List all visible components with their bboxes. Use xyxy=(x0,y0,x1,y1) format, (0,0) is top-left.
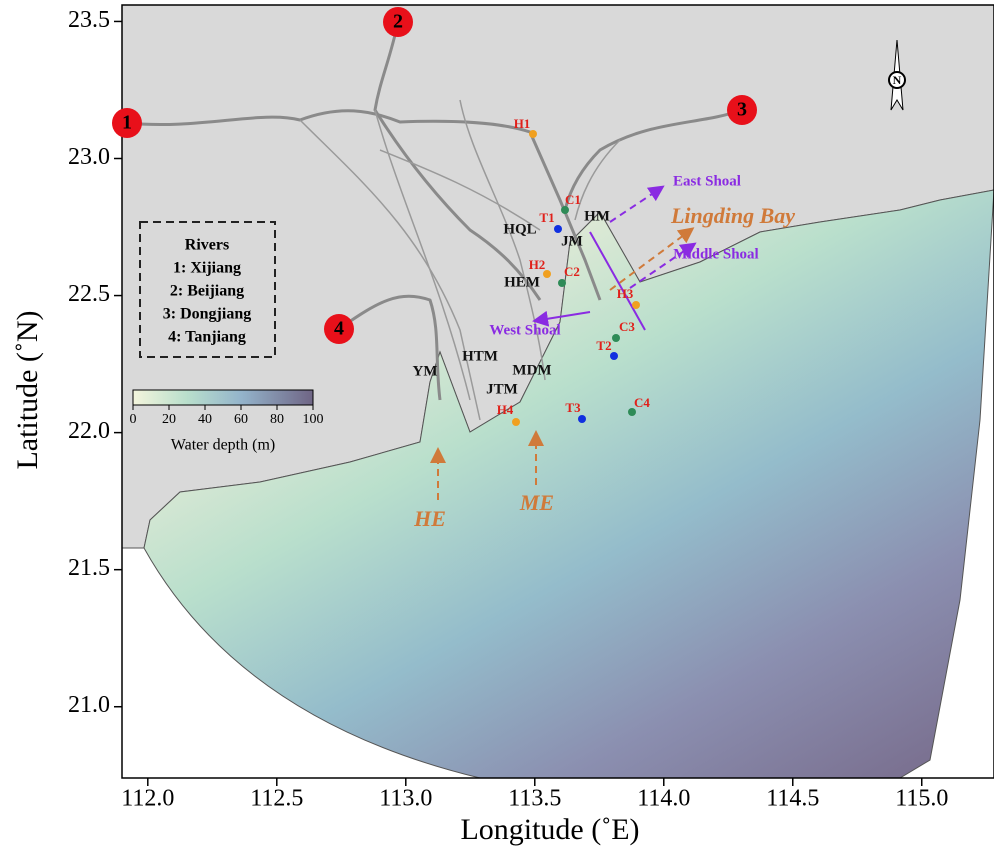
station-dot xyxy=(561,206,569,214)
outlet-label: HM xyxy=(584,208,610,224)
station-dot xyxy=(558,279,566,287)
x-axis-label: Longitude (˚E) xyxy=(460,813,639,846)
y-tick-label: 22.0 xyxy=(68,418,110,444)
colorbar-tick-label: 60 xyxy=(234,412,248,427)
station-label: T2 xyxy=(596,338,611,353)
y-tick-label: 21.5 xyxy=(68,555,110,581)
marker-label: 4 xyxy=(334,318,344,340)
colorbar xyxy=(133,390,313,405)
region-label: West Shoal xyxy=(489,322,560,338)
legend-item: 1: Xijiang xyxy=(173,260,241,277)
x-tick-label: 112.5 xyxy=(250,786,303,812)
y-tick-label: 23.0 xyxy=(68,144,110,170)
region-label: East Shoal xyxy=(673,173,741,189)
region-label: Lingding Bay xyxy=(670,203,795,228)
north-label: N xyxy=(893,73,902,87)
marker-label: 1 xyxy=(122,112,132,134)
outlet-label: JM xyxy=(561,233,583,249)
legend-item: 2: Beijiang xyxy=(170,283,244,300)
outlet-label: YM xyxy=(413,363,438,379)
colorbar-tick-label: 40 xyxy=(198,412,212,427)
x-tick-label: 114.5 xyxy=(766,786,819,812)
region-label: HE xyxy=(413,506,446,531)
legend-item: 3: Dongjiang xyxy=(163,306,251,323)
station-label: C4 xyxy=(634,395,650,410)
y-tick-label: 22.5 xyxy=(68,281,110,307)
station-dot xyxy=(612,334,620,342)
station-dot xyxy=(512,418,520,426)
marker-label: 2 xyxy=(393,11,403,33)
station-label: H3 xyxy=(617,286,634,301)
station-dot xyxy=(554,225,562,233)
station-label: H4 xyxy=(497,402,514,417)
station-label: C2 xyxy=(564,264,580,279)
x-tick-label: 115.0 xyxy=(895,786,948,812)
region-label: ME xyxy=(519,490,554,515)
x-tick-label: 113.5 xyxy=(508,786,561,812)
station-label: T3 xyxy=(565,400,581,415)
x-tick-label: 112.0 xyxy=(121,786,174,812)
station-label: H2 xyxy=(529,257,546,272)
colorbar-tick-label: 0 xyxy=(130,412,137,427)
colorbar-tick-label: 100 xyxy=(303,412,324,427)
station-label: H1 xyxy=(514,116,531,131)
outlet-label: JTM xyxy=(486,381,518,397)
colorbar-label: Water depth (m) xyxy=(171,437,275,454)
colorbar-tick-label: 20 xyxy=(162,412,176,427)
x-tick-label: 114.0 xyxy=(637,786,690,812)
outlet-label: HQL xyxy=(503,221,536,237)
outlet-label: MDM xyxy=(512,362,551,378)
station-dot xyxy=(578,415,586,423)
station-dot xyxy=(610,352,618,360)
outlet-label: HTM xyxy=(462,348,498,364)
station-label: T1 xyxy=(539,210,554,225)
map: 1 2 3 4 Rivers 1: Xijiang 2: Beijiang 3:… xyxy=(0,0,994,854)
y-tick-label: 21.0 xyxy=(68,692,110,718)
y-tick-label: 23.5 xyxy=(68,7,110,33)
outlet-label: HEM xyxy=(504,274,540,290)
station-label: C1 xyxy=(565,192,581,207)
legend-title: Rivers xyxy=(185,237,229,254)
colorbar-tick-label: 80 xyxy=(270,412,284,427)
station-dot xyxy=(632,301,640,309)
x-tick-label: 113.0 xyxy=(379,786,432,812)
station-label: C3 xyxy=(619,319,635,334)
y-axis-label: Latitude (˚N) xyxy=(11,310,44,469)
region-label: Middle Shoal xyxy=(673,246,758,262)
legend-item: 4: Tanjiang xyxy=(168,329,246,346)
marker-label: 3 xyxy=(737,99,747,121)
station-dot xyxy=(529,130,537,138)
